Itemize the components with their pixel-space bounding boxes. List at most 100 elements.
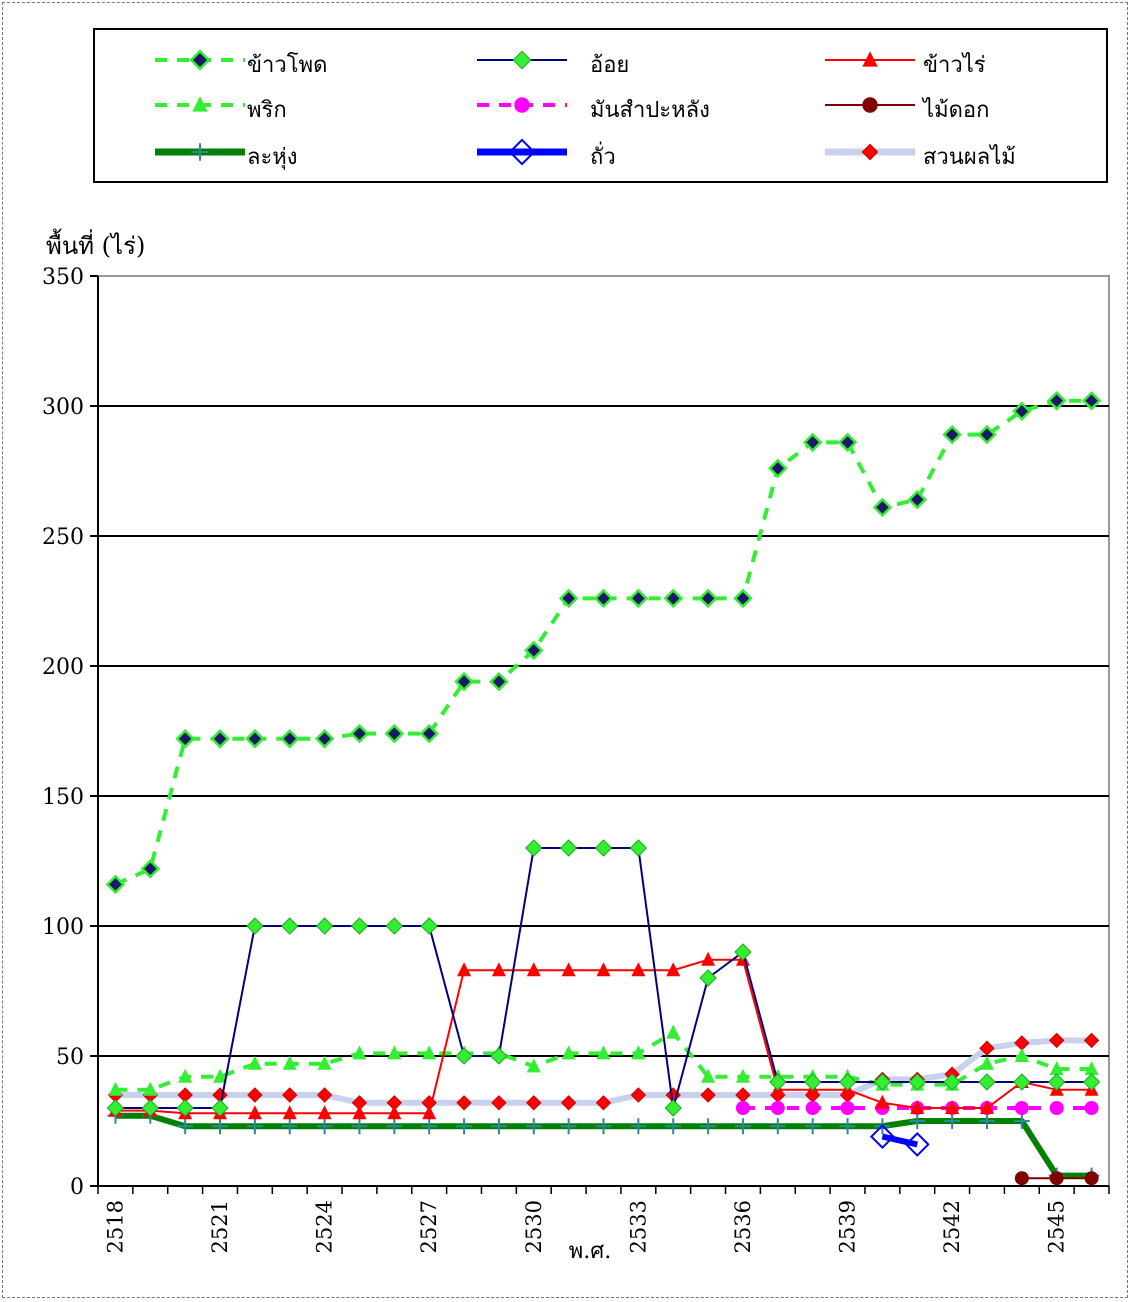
data-point xyxy=(593,588,614,609)
data-point xyxy=(1013,1113,1030,1129)
legend-marker xyxy=(189,49,211,71)
data-point xyxy=(349,723,370,744)
data-point xyxy=(315,917,334,935)
data-point xyxy=(979,1100,994,1114)
data-point xyxy=(943,1073,961,1091)
data-point xyxy=(456,1095,472,1111)
series-line xyxy=(881,1133,918,1148)
series-8 xyxy=(107,1032,1100,1111)
data-point xyxy=(559,839,578,857)
data-point xyxy=(245,729,265,749)
data-point xyxy=(628,588,649,609)
data-point xyxy=(352,1105,367,1120)
legend-label: อ้อย xyxy=(590,53,630,78)
legend-marker xyxy=(508,138,536,166)
data-point xyxy=(419,723,439,744)
data-point xyxy=(1046,391,1067,411)
data-point xyxy=(595,1095,612,1111)
data-point xyxy=(1081,391,1102,411)
legend-item: ข้าวไร่ xyxy=(825,45,1132,78)
data-point xyxy=(143,1081,158,1096)
data-point xyxy=(281,917,299,935)
data-point xyxy=(106,1099,125,1117)
data-point xyxy=(385,917,404,935)
data-point xyxy=(316,1087,333,1103)
data-point xyxy=(420,917,438,935)
legend-label: ไม้ดอก xyxy=(923,98,990,123)
legend-label: ถั่ว xyxy=(590,145,616,170)
data-point xyxy=(770,1101,785,1115)
x-tick-label: 2539 xyxy=(836,1200,860,1253)
legend-swatch xyxy=(155,143,245,161)
series-7 xyxy=(869,1124,930,1157)
data-point xyxy=(141,1099,160,1117)
legend-marker xyxy=(192,96,208,112)
data-point xyxy=(387,1105,402,1120)
data-point xyxy=(978,1113,995,1129)
data-point xyxy=(1012,401,1032,421)
y-tick-label: 150 xyxy=(42,785,84,810)
data-point xyxy=(631,962,646,977)
data-point xyxy=(735,1068,750,1083)
data-point xyxy=(490,1047,508,1065)
x-tick-label: 2527 xyxy=(417,1200,441,1253)
data-point xyxy=(526,962,541,977)
x-tick-label: 2530 xyxy=(522,1200,546,1253)
data-point xyxy=(1014,1101,1029,1115)
data-point xyxy=(490,1118,507,1135)
data-point xyxy=(630,1118,647,1135)
data-point xyxy=(525,1118,542,1135)
data-point xyxy=(978,1073,996,1091)
data-point xyxy=(524,640,544,661)
legend-label: สวนผลไม้ xyxy=(923,145,1016,170)
legend: ข้าวโพด อ้อย ข้าวไร่ พริก มันสำปะหลัง ไม้ดอกล… xyxy=(93,28,1108,183)
data-point xyxy=(213,1068,228,1083)
legend-swatch xyxy=(155,49,245,71)
legend-swatch xyxy=(825,143,915,161)
legend-label: ข้าวไร่ xyxy=(923,53,986,78)
data-point xyxy=(839,1118,856,1135)
legend-item: ข้าวโพด xyxy=(155,45,485,78)
y-tick-label: 250 xyxy=(42,525,84,550)
data-point xyxy=(491,1095,507,1111)
x-tick-label: 2524 xyxy=(313,1200,337,1253)
data-point xyxy=(316,1118,333,1135)
data-point xyxy=(698,588,718,609)
data-point xyxy=(805,1101,820,1115)
data-point xyxy=(1048,1032,1065,1049)
data-point xyxy=(910,1100,925,1114)
data-point xyxy=(869,1124,895,1150)
data-point xyxy=(942,424,962,445)
data-point xyxy=(979,1055,994,1070)
data-point xyxy=(666,962,681,977)
data-point xyxy=(279,729,300,749)
data-point xyxy=(700,1118,717,1135)
legend-swatch xyxy=(477,138,567,166)
data-point xyxy=(768,458,788,479)
data-point xyxy=(802,432,823,453)
legend-item: สวนผลไม้ xyxy=(825,137,1132,170)
y-tick-label: 200 xyxy=(42,655,84,680)
x-tick-label: 2542 xyxy=(940,1200,964,1253)
data-point xyxy=(699,969,717,987)
legend-item: พริก xyxy=(155,90,485,123)
x-tick-label: 2545 xyxy=(1045,1200,1069,1253)
data-point xyxy=(1084,1171,1099,1186)
data-point xyxy=(629,839,648,857)
data-point xyxy=(701,1068,716,1083)
data-point xyxy=(176,1099,194,1117)
data-point xyxy=(526,1058,541,1073)
legend-item: อ้อย xyxy=(477,45,807,78)
data-point xyxy=(352,1045,367,1060)
data-point xyxy=(525,839,543,857)
legend-marker xyxy=(861,143,879,161)
data-point xyxy=(526,1095,542,1111)
data-point xyxy=(664,1099,682,1117)
data-point xyxy=(945,1100,960,1114)
legend-marker xyxy=(191,143,209,161)
data-point xyxy=(908,1073,926,1091)
data-point xyxy=(457,962,472,977)
data-point xyxy=(665,1118,682,1135)
data-point xyxy=(1047,1073,1066,1091)
